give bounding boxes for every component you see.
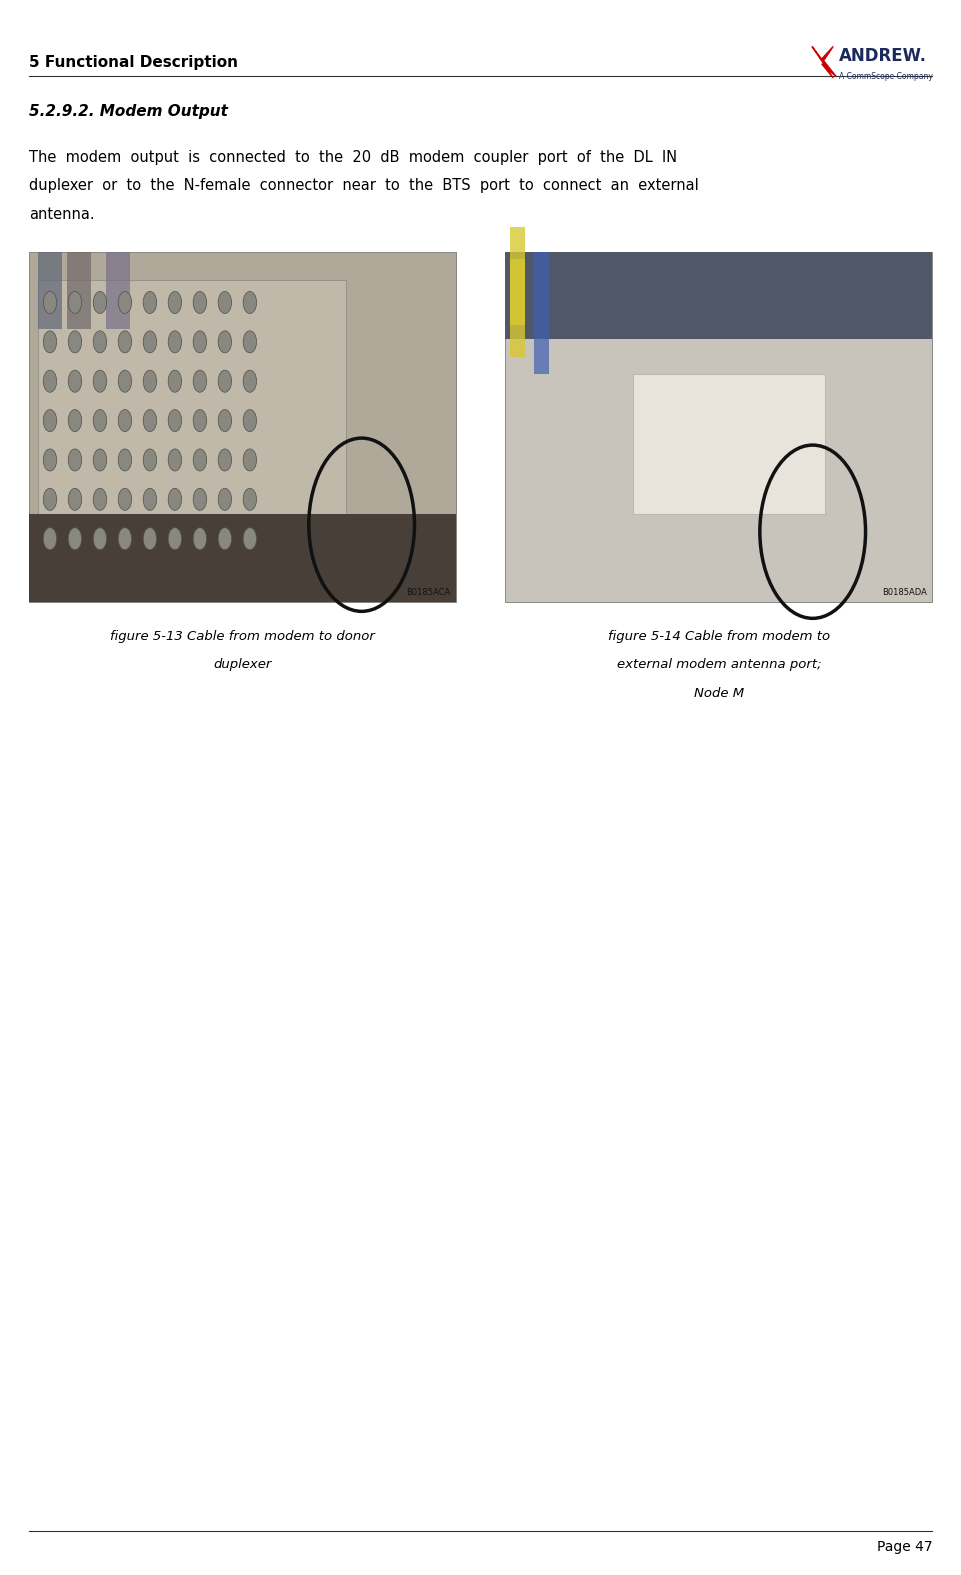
Circle shape [243, 449, 257, 471]
Text: B0185ACA: B0185ACA [407, 587, 451, 597]
Circle shape [168, 528, 182, 550]
Bar [510, 227, 525, 326]
Circle shape [143, 370, 157, 392]
Text: external modem antenna port;: external modem antenna port; [617, 658, 821, 671]
Circle shape [93, 488, 107, 510]
Circle shape [218, 291, 232, 313]
Bar [534, 252, 549, 375]
Text: Page 47: Page 47 [876, 1540, 932, 1553]
Circle shape [43, 370, 57, 392]
Text: figure 5-14 Cable from modem to: figure 5-14 Cable from modem to [607, 630, 830, 643]
Text: ANDREW.: ANDREW. [839, 47, 927, 65]
Circle shape [118, 291, 132, 313]
Circle shape [218, 370, 232, 392]
Circle shape [93, 449, 107, 471]
Bar [67, 252, 91, 329]
Text: 5.2.9.2. Modem Output: 5.2.9.2. Modem Output [29, 104, 228, 120]
Circle shape [68, 291, 82, 313]
Circle shape [143, 331, 157, 353]
Text: figure 5-13 Cable from modem to donor: figure 5-13 Cable from modem to donor [110, 630, 375, 643]
Bar [29, 513, 456, 602]
Circle shape [193, 331, 207, 353]
Circle shape [243, 528, 257, 550]
Circle shape [193, 291, 207, 313]
Circle shape [43, 331, 57, 353]
Circle shape [43, 291, 57, 313]
Bar [633, 375, 825, 513]
Circle shape [93, 370, 107, 392]
Circle shape [168, 370, 182, 392]
Bar [38, 252, 62, 329]
Bar [106, 252, 130, 329]
Text: Node M: Node M [694, 687, 744, 699]
Circle shape [43, 488, 57, 510]
Circle shape [243, 331, 257, 353]
Circle shape [143, 449, 157, 471]
Circle shape [193, 449, 207, 471]
Circle shape [68, 370, 82, 392]
Circle shape [93, 528, 107, 550]
Text: A CommScope Company: A CommScope Company [839, 72, 933, 80]
Bar [505, 252, 932, 340]
Circle shape [218, 528, 232, 550]
Polygon shape [812, 46, 836, 79]
Circle shape [143, 291, 157, 313]
Circle shape [118, 528, 132, 550]
Bar [29, 252, 456, 602]
Circle shape [168, 291, 182, 313]
Circle shape [43, 528, 57, 550]
Circle shape [118, 449, 132, 471]
Circle shape [218, 449, 232, 471]
Circle shape [68, 410, 82, 432]
Circle shape [243, 410, 257, 432]
Circle shape [93, 410, 107, 432]
Circle shape [118, 410, 132, 432]
Text: antenna.: antenna. [29, 206, 94, 222]
Text: 5 Functional Description: 5 Functional Description [29, 55, 237, 69]
Text: duplexer  or  to  the  N-female  connector  near  to  the  BTS  port  to  connec: duplexer or to the N-female connector ne… [29, 178, 699, 194]
Circle shape [68, 488, 82, 510]
Bar [38, 280, 346, 573]
Circle shape [218, 488, 232, 510]
Text: The  modem  output  is  connected  to  the  20  dB  modem  coupler  port  of  th: The modem output is connected to the 20 … [29, 150, 677, 165]
Circle shape [168, 410, 182, 432]
Circle shape [143, 528, 157, 550]
Circle shape [193, 488, 207, 510]
Bar [510, 258, 525, 358]
Circle shape [93, 331, 107, 353]
Circle shape [43, 449, 57, 471]
Circle shape [243, 488, 257, 510]
Circle shape [243, 370, 257, 392]
Circle shape [168, 331, 182, 353]
Circle shape [68, 528, 82, 550]
Circle shape [68, 331, 82, 353]
Circle shape [118, 331, 132, 353]
Circle shape [168, 449, 182, 471]
Bar [505, 252, 932, 602]
Circle shape [193, 410, 207, 432]
Circle shape [93, 291, 107, 313]
Circle shape [193, 370, 207, 392]
Circle shape [43, 410, 57, 432]
Circle shape [193, 528, 207, 550]
Circle shape [118, 370, 132, 392]
Circle shape [68, 449, 82, 471]
Circle shape [218, 331, 232, 353]
Text: B0185ADA: B0185ADA [882, 587, 927, 597]
Circle shape [143, 410, 157, 432]
Circle shape [243, 291, 257, 313]
Circle shape [118, 488, 132, 510]
Circle shape [168, 488, 182, 510]
Circle shape [218, 410, 232, 432]
Text: duplexer: duplexer [213, 658, 271, 671]
Circle shape [143, 488, 157, 510]
